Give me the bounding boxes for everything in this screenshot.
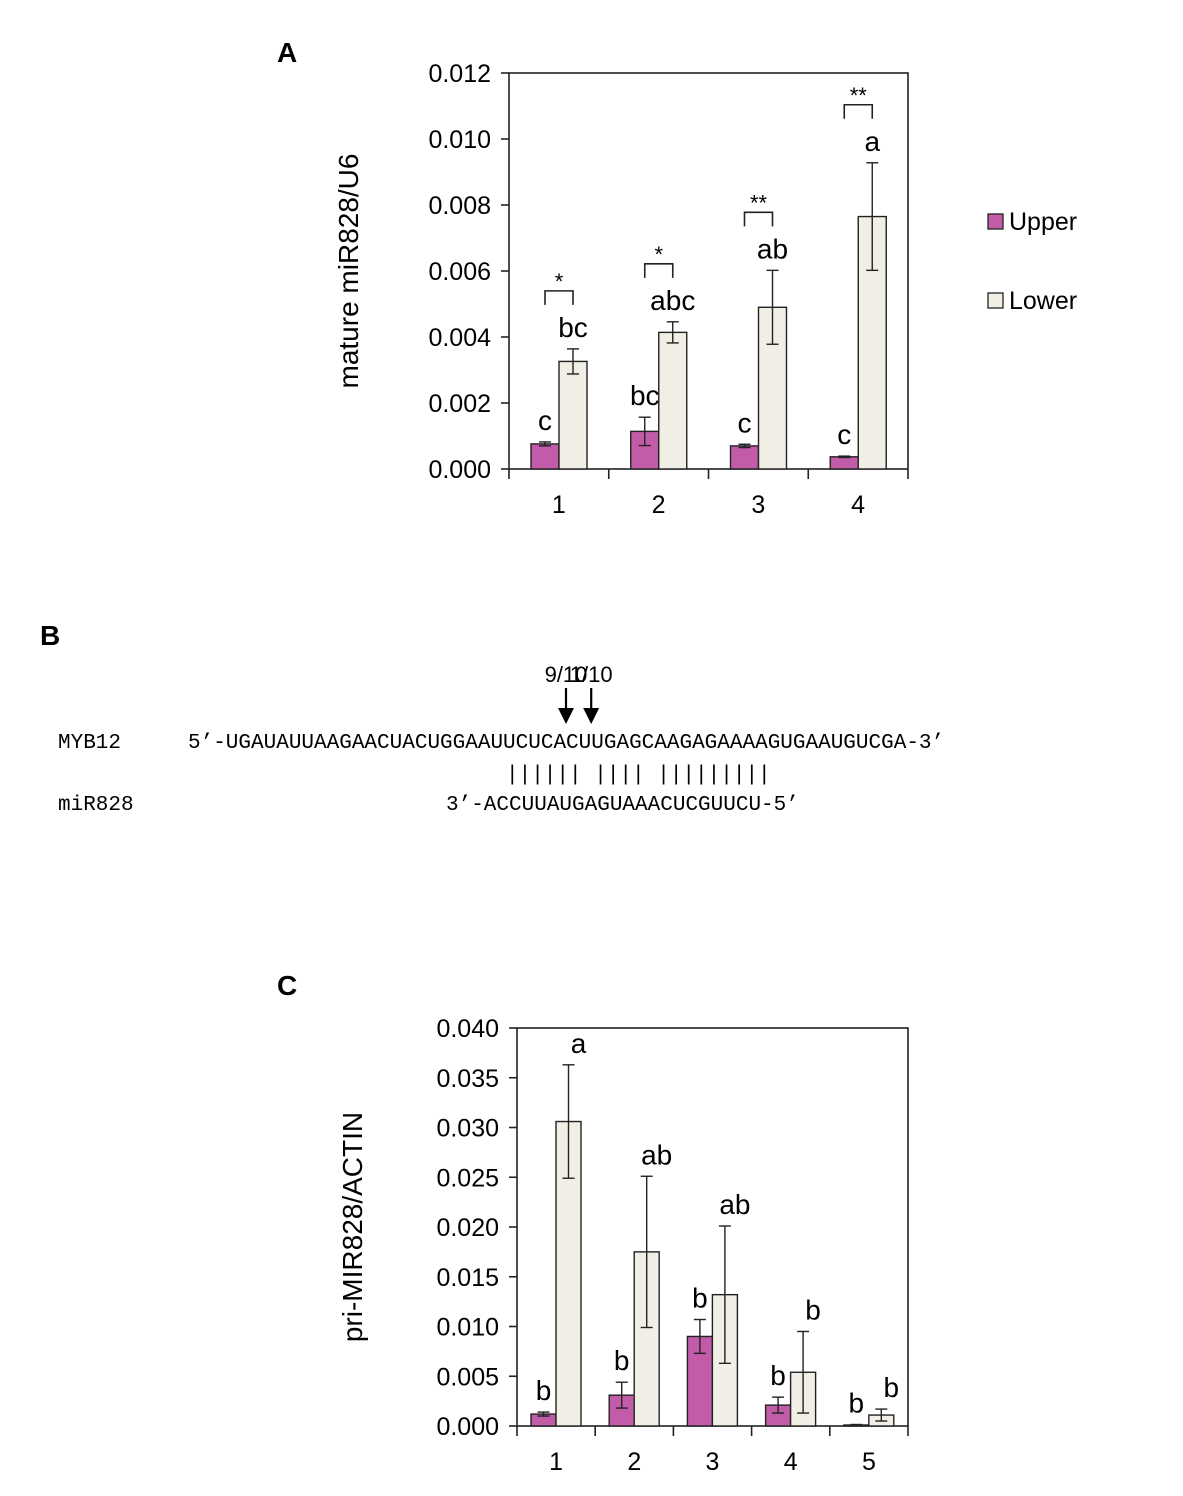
x-tick-label: 1 <box>552 491 566 519</box>
y-tick-label: 0.040 <box>436 1015 499 1043</box>
significance-letter: b <box>536 1375 552 1406</box>
base-pairing: |||||| |||| ||||||||| <box>506 764 771 787</box>
chart-c: 0.000 0.005 0.010 0.015 0.020 0.025 0.030 0.035… <box>337 1015 909 1476</box>
y-tick-label: 0.025 <box>436 1164 499 1192</box>
significance-letter: ab <box>641 1139 672 1170</box>
significance-letter: b <box>770 1360 786 1391</box>
x-tick-label: 2 <box>652 491 666 519</box>
y-tick-label: 0.000 <box>428 456 491 484</box>
significance-letter: ab <box>757 233 788 264</box>
significance-letter: b <box>692 1283 708 1314</box>
y-tick-label: 0.012 <box>428 60 491 88</box>
y-tick-label: 0.000 <box>436 1413 499 1441</box>
significance-star: ** <box>850 83 868 108</box>
significance-letter: bc <box>630 380 660 411</box>
panel-label-a: A <box>277 37 297 68</box>
y-tick-label: 0.010 <box>428 126 491 154</box>
y-tick-label: 0.030 <box>436 1115 499 1143</box>
legend-label-upper: Upper <box>1009 208 1077 236</box>
x-tick-label: 3 <box>706 1448 720 1476</box>
x-tick-label: 3 <box>751 491 765 519</box>
bar-lower-2 <box>658 331 688 470</box>
legend-swatch-upper <box>987 213 1004 230</box>
panel-label-c: C <box>277 970 297 1001</box>
y-tick-label: 0.035 <box>436 1065 499 1093</box>
bar-upper-1 <box>530 443 560 470</box>
target-name: MYB12 <box>58 732 121 755</box>
bar-upper-4 <box>829 456 859 470</box>
significance-bracket <box>643 263 674 278</box>
significance-letter: b <box>805 1294 821 1325</box>
y-tick-label: 0.005 <box>436 1363 499 1391</box>
legend-label-lower: Lower <box>1009 287 1077 315</box>
cleavage-site-label: 9/10 <box>545 662 588 687</box>
y-tick-label: 0.004 <box>428 324 491 352</box>
significance-letter: ab <box>719 1189 750 1220</box>
significance-star: * <box>654 242 663 267</box>
cleavage-site-label: 1/10 <box>570 662 613 687</box>
y-tick-label: 0.015 <box>436 1264 499 1292</box>
y-tick-label: 0.002 <box>428 390 491 418</box>
bar-lower-1 <box>558 360 588 470</box>
significance-letter: abc <box>650 285 695 316</box>
significance-letter: b <box>849 1388 865 1419</box>
y-tick-label: 0.010 <box>436 1314 499 1342</box>
bar-upper-3 <box>729 445 760 470</box>
x-tick-label: 1 <box>549 1448 563 1476</box>
significance-letter: c <box>538 405 552 436</box>
x-tick-label: 4 <box>851 491 865 519</box>
cleavage-arrow-head <box>583 708 600 724</box>
cleavage-arrow-head <box>558 708 574 724</box>
significance-letter: a <box>571 1028 587 1059</box>
significance-letter: c <box>738 407 752 438</box>
significance-star: * <box>555 269 564 294</box>
chart-a: 0.000 0.002 0.004 0.006 0.008 0.010 0.012 1 2 3 4 m… <box>333 60 1077 519</box>
x-tick-label: 2 <box>627 1448 641 1476</box>
x-tick-label: 5 <box>862 1448 876 1476</box>
mirna-sequence: 3’-ACCUUAUGAGUAAACUCGUUCU-5’ <box>446 794 799 817</box>
y-tick-label: 0.008 <box>428 192 491 220</box>
significance-letter: bc <box>558 312 588 343</box>
y-tick-label: 0.006 <box>428 258 491 286</box>
significance-letter: b <box>884 1372 900 1403</box>
target-sequence: 5’-UGAUAUUAAGAACUACUGGAAUUCUCACUUGAGCAAG… <box>188 732 944 755</box>
significance-bracket <box>843 103 874 119</box>
significance-letter: c <box>837 419 851 450</box>
y-axis-label: mature miR828/U6 <box>333 154 364 389</box>
legend-swatch-lower <box>987 292 1004 309</box>
y-axis-label: pri-MIR828/ACTIN <box>337 1112 368 1342</box>
significance-letter: b <box>614 1345 630 1376</box>
significance-bracket <box>544 290 574 305</box>
mirna-name: miR828 <box>58 794 134 817</box>
significance-star: ** <box>750 190 768 215</box>
x-tick-label: 4 <box>784 1448 798 1476</box>
panel-label-b: B <box>40 620 60 651</box>
significance-bracket <box>743 211 774 227</box>
y-tick-label: 0.020 <box>436 1214 499 1242</box>
significance-letter: a <box>864 126 880 157</box>
sequence-alignment: MYB12 miR828 5’-UGAUAUUAAGAACUACUGGAAUUC… <box>58 662 944 817</box>
